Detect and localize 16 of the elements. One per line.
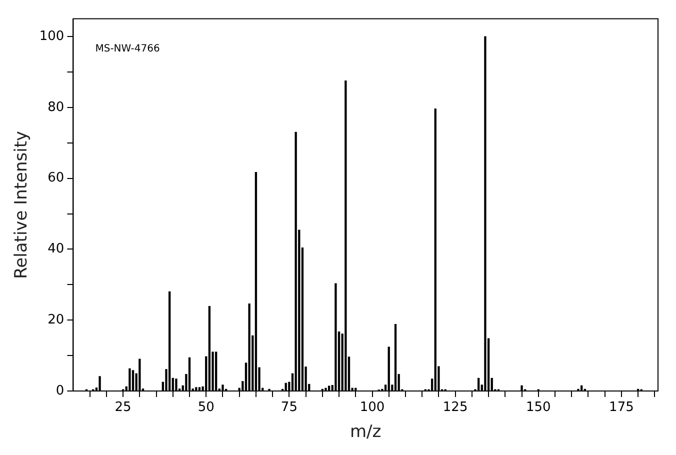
y-tick-label: 60 — [48, 170, 64, 186]
x-tick-label: 75 — [280, 400, 298, 416]
y-axis-title: Relative Intensity — [12, 130, 32, 279]
x-tick-label: 175 — [609, 400, 634, 416]
annotation: MS-NW-4766 — [95, 43, 160, 54]
y-tick-label: 80 — [48, 100, 64, 115]
x-tick-label: 125 — [442, 400, 468, 416]
x-tick-label: 150 — [526, 400, 551, 416]
y-tick-label: 20 — [48, 312, 64, 328]
x-axis-title: m/z — [350, 422, 382, 442]
x-tick-label: 100 — [360, 400, 385, 416]
y-tick-label: 0 — [56, 383, 64, 398]
x-tick-label: 25 — [114, 400, 132, 416]
y-tick-label: 100 — [39, 28, 64, 44]
x-tick-label: 50 — [198, 400, 214, 416]
y-tick-label: 40 — [48, 242, 64, 257]
